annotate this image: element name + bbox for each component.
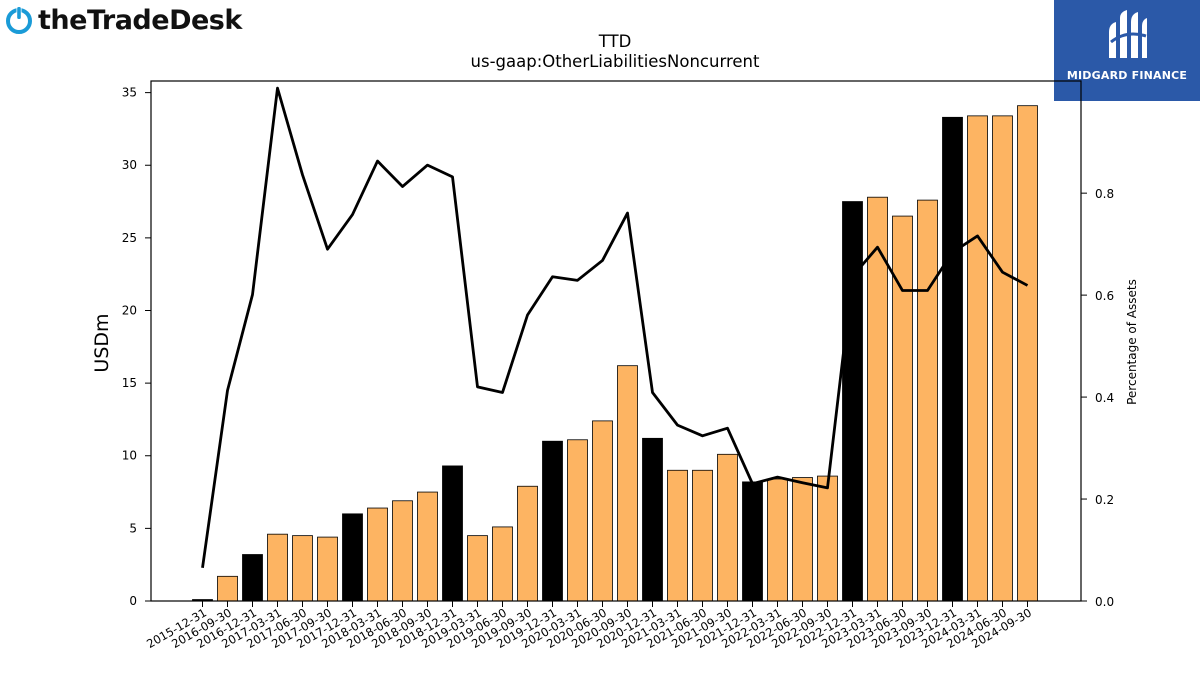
midgard-emblem-icon <box>1109 10 1147 58</box>
bar-2017-09-30 <box>317 536 338 602</box>
bar-2024-06-30 <box>992 115 1013 602</box>
y-tick-label: 35 <box>122 86 137 100</box>
bar-2023-12-31 <box>942 116 963 602</box>
logo-text-midgard: MIDGARD FINANCE <box>1066 69 1188 82</box>
bar-2019-09-30 <box>517 485 538 602</box>
bar-2024-09-30 <box>1017 105 1038 602</box>
bar-2021-12-31 <box>742 481 763 602</box>
y-tick-label: 20 <box>122 303 137 317</box>
chart-subtitle: us-gaap:OtherLiabilitiesNoncurrent <box>470 52 760 71</box>
chart-title: TTD <box>598 32 632 51</box>
thetradedesk-logo: theTradeDesk <box>4 2 242 38</box>
bar-2018-12-31 <box>442 465 463 602</box>
bar-2020-09-30 <box>617 365 638 602</box>
y2-tick-label: 0.0 <box>1095 595 1114 609</box>
bar-2019-03-31 <box>467 535 488 602</box>
bar-2016-09-30 <box>217 575 238 602</box>
y-tick-label: 5 <box>129 521 137 535</box>
midgard-finance-logo: MIDGARD FINANCE <box>1054 0 1200 101</box>
bar-2020-06-30 <box>592 420 613 602</box>
bar-2016-12-31 <box>242 554 263 602</box>
bar-2018-06-30 <box>392 500 413 602</box>
bar-2017-06-30 <box>292 535 313 602</box>
bar-2020-03-31 <box>567 439 588 602</box>
logo-text: theTradeDesk <box>38 4 242 36</box>
x-axis: 2015-12-312016-09-302016-12-312017-03-31… <box>144 601 1034 651</box>
bar-2020-12-31 <box>642 437 663 602</box>
bar-2023-06-30 <box>892 215 913 602</box>
y-tick-label: 10 <box>122 449 137 463</box>
y-axis-title: USDm <box>91 313 113 372</box>
bar-2023-09-30 <box>917 199 938 602</box>
y-tick-label: 15 <box>122 376 137 390</box>
bar-2021-03-31 <box>667 469 688 602</box>
y-tick-label: 30 <box>122 158 137 172</box>
percentage-of-assets-line <box>201 86 1029 569</box>
y2-axis-title: Percentage of Assets <box>1125 279 1139 405</box>
y2-tick-label: 0.8 <box>1095 187 1114 201</box>
y-axis-right: 0.0 0.2 0.4 0.6 0.8 <box>1081 187 1114 609</box>
bar-2021-09-30 <box>717 453 738 602</box>
bar-2021-06-30 <box>692 469 713 602</box>
bar-2022-09-30 <box>817 475 838 602</box>
bar-2022-03-31 <box>767 478 788 602</box>
plot-frame <box>150 80 1082 602</box>
bar-2018-09-30 <box>417 491 438 602</box>
line-series <box>201 86 1029 569</box>
bar-series <box>192 105 1038 602</box>
bar-2017-12-31 <box>342 513 363 602</box>
bar-2022-12-31 <box>842 201 863 602</box>
y-axis-left: 0 5 10 15 20 25 30 35 <box>122 86 151 608</box>
y-tick-label: 25 <box>122 231 137 245</box>
y2-tick-label: 0.6 <box>1095 289 1114 303</box>
y2-tick-label: 0.2 <box>1095 493 1114 507</box>
power-icon <box>6 6 32 34</box>
bar-2018-03-31 <box>367 507 388 602</box>
bar-2024-03-31 <box>967 115 988 602</box>
bar-2019-12-31 <box>542 440 563 602</box>
y2-tick-label: 0.4 <box>1095 391 1114 405</box>
bar-2017-03-31 <box>267 533 288 602</box>
bar-2019-06-30 <box>492 526 513 602</box>
y-tick-label: 0 <box>129 594 137 608</box>
bar-2022-06-30 <box>792 477 813 602</box>
